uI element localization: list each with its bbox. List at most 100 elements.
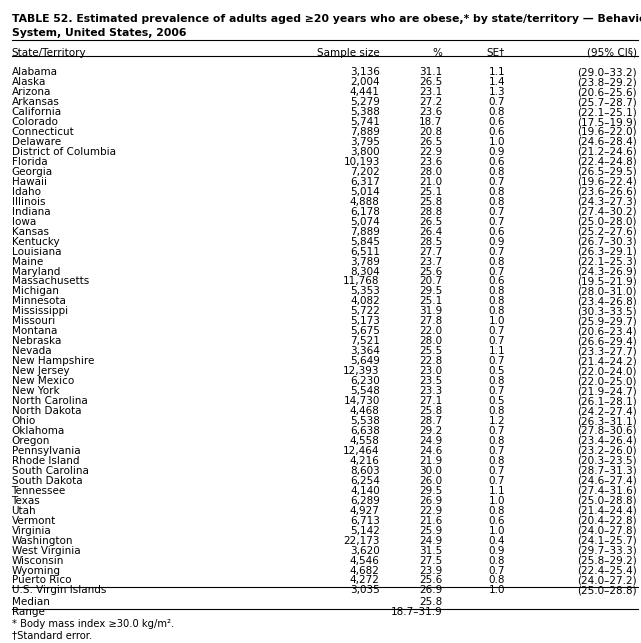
Text: (24.1–25.7): (24.1–25.7) <box>577 536 637 546</box>
Text: Sample size: Sample size <box>317 48 379 58</box>
Text: 25.1: 25.1 <box>419 296 442 307</box>
Text: 0.8: 0.8 <box>488 296 505 307</box>
Text: Puerto Rico: Puerto Rico <box>12 575 71 586</box>
Text: (26.5–29.5): (26.5–29.5) <box>577 167 637 177</box>
Text: South Dakota: South Dakota <box>12 476 82 486</box>
Text: Kentucky: Kentucky <box>12 237 59 247</box>
Text: 0.7: 0.7 <box>488 426 505 436</box>
Text: (20.3–23.5): (20.3–23.5) <box>577 456 637 466</box>
Text: New Jersey: New Jersey <box>12 366 69 376</box>
Text: (26.6–29.4): (26.6–29.4) <box>577 336 637 347</box>
Text: 0.8: 0.8 <box>488 456 505 466</box>
Text: 18.7: 18.7 <box>419 117 442 127</box>
Text: 23.1: 23.1 <box>419 87 442 97</box>
Text: (21.4–24.2): (21.4–24.2) <box>577 356 637 367</box>
Text: 21.9: 21.9 <box>419 456 442 466</box>
Text: 0.8: 0.8 <box>488 286 505 296</box>
Text: †Standard error.: †Standard error. <box>12 630 92 640</box>
Text: 26.0: 26.0 <box>419 476 442 486</box>
Text: 0.8: 0.8 <box>488 107 505 117</box>
Text: 21.0: 21.0 <box>419 177 442 187</box>
Text: 1.0: 1.0 <box>488 137 505 147</box>
Text: (26.1–28.1): (26.1–28.1) <box>577 396 637 406</box>
Text: 4,927: 4,927 <box>350 505 379 516</box>
Text: Ohio: Ohio <box>12 416 36 426</box>
Text: Missouri: Missouri <box>12 316 54 327</box>
Text: (25.0–28.8): (25.0–28.8) <box>577 585 637 595</box>
Text: * Body mass index ≥30.0 kg/m².: * Body mass index ≥30.0 kg/m². <box>12 619 174 629</box>
Text: (26.3–31.1): (26.3–31.1) <box>577 416 637 426</box>
Text: 26.5: 26.5 <box>419 77 442 87</box>
Text: 25.8: 25.8 <box>419 597 442 607</box>
Text: Mississippi: Mississippi <box>12 306 68 316</box>
Text: 0.8: 0.8 <box>488 406 505 416</box>
Text: 0.7: 0.7 <box>488 356 505 367</box>
Text: 31.9: 31.9 <box>419 306 442 316</box>
Text: 4,546: 4,546 <box>350 556 379 566</box>
Text: 23.7: 23.7 <box>419 257 442 267</box>
Text: (24.6–27.4): (24.6–27.4) <box>577 476 637 486</box>
Text: (23.6–26.6): (23.6–26.6) <box>577 186 637 197</box>
Text: (22.4–25.4): (22.4–25.4) <box>577 565 637 575</box>
Text: (17.5–19.9): (17.5–19.9) <box>577 117 637 127</box>
Text: (27.8–30.6): (27.8–30.6) <box>577 426 637 436</box>
Text: (22.4–24.8): (22.4–24.8) <box>577 157 637 167</box>
Text: 5,388: 5,388 <box>350 107 379 117</box>
Text: 5,142: 5,142 <box>350 525 379 536</box>
Text: 20.8: 20.8 <box>419 127 442 137</box>
Text: 4,441: 4,441 <box>350 87 379 97</box>
Text: Colorado: Colorado <box>12 117 58 127</box>
Text: Illinois: Illinois <box>12 197 45 207</box>
Text: (28.7–31.3): (28.7–31.3) <box>577 466 637 476</box>
Text: California: California <box>12 107 62 117</box>
Text: Alaska: Alaska <box>12 77 46 87</box>
Text: Arkansas: Arkansas <box>12 97 60 107</box>
Text: (25.7–28.7): (25.7–28.7) <box>577 97 637 107</box>
Text: 1.0: 1.0 <box>488 496 505 506</box>
Text: 8,603: 8,603 <box>350 466 379 476</box>
Text: 28.0: 28.0 <box>419 167 442 177</box>
Text: New Hampshire: New Hampshire <box>12 356 94 367</box>
Text: 24.9: 24.9 <box>419 436 442 446</box>
Text: 27.2: 27.2 <box>419 97 442 107</box>
Text: 5,722: 5,722 <box>350 306 379 316</box>
Text: 4,216: 4,216 <box>350 456 379 466</box>
Text: 0.7: 0.7 <box>488 266 505 276</box>
Text: 23.0: 23.0 <box>419 366 442 376</box>
Text: 31.5: 31.5 <box>419 545 442 556</box>
Text: 3,364: 3,364 <box>350 346 379 356</box>
Text: (19.5–21.9): (19.5–21.9) <box>577 276 637 287</box>
Text: SE†: SE† <box>487 48 505 58</box>
Text: 0.6: 0.6 <box>488 516 505 526</box>
Text: Indiana: Indiana <box>12 206 50 217</box>
Text: Wyoming: Wyoming <box>12 565 60 575</box>
Text: North Carolina: North Carolina <box>12 396 87 406</box>
Text: 3,789: 3,789 <box>350 257 379 267</box>
Text: 1.1: 1.1 <box>488 346 505 356</box>
Text: 4,272: 4,272 <box>350 575 379 586</box>
Text: Massachusetts: Massachusetts <box>12 276 89 287</box>
Text: South Carolina: South Carolina <box>12 466 88 476</box>
Text: Georgia: Georgia <box>12 167 53 177</box>
Text: 4,682: 4,682 <box>350 565 379 575</box>
Text: (23.4–26.8): (23.4–26.8) <box>577 296 637 307</box>
Text: (23.4–26.4): (23.4–26.4) <box>577 436 637 446</box>
Text: (19.6–22.0): (19.6–22.0) <box>577 127 637 137</box>
Text: (23.8–29.2): (23.8–29.2) <box>577 77 637 87</box>
Text: (30.3–33.5): (30.3–33.5) <box>577 306 637 316</box>
Text: 5,538: 5,538 <box>350 416 379 426</box>
Text: 5,548: 5,548 <box>350 386 379 396</box>
Text: 4,082: 4,082 <box>350 296 379 307</box>
Text: 0.5: 0.5 <box>488 396 505 406</box>
Text: 25.5: 25.5 <box>419 346 442 356</box>
Text: (29.0–33.2): (29.0–33.2) <box>577 67 637 77</box>
Text: (22.1–25.1): (22.1–25.1) <box>577 107 637 117</box>
Text: 1.1: 1.1 <box>488 67 505 77</box>
Text: (25.0–28.0): (25.0–28.0) <box>577 217 637 227</box>
Text: 0.7: 0.7 <box>488 326 505 336</box>
Text: 10,193: 10,193 <box>344 157 379 167</box>
Text: Nevada: Nevada <box>12 346 51 356</box>
Text: District of Columbia: District of Columbia <box>12 147 115 157</box>
Text: (24.0–27.2): (24.0–27.2) <box>577 575 637 586</box>
Text: 3,800: 3,800 <box>350 147 379 157</box>
